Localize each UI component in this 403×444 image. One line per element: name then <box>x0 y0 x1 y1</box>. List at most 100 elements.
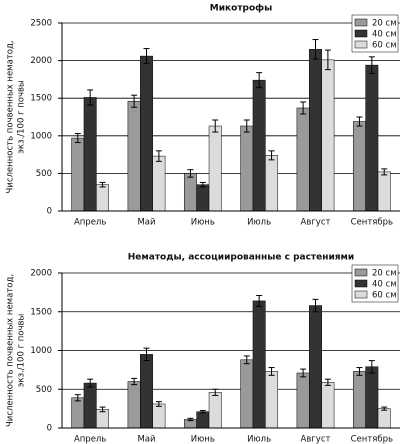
x-tick-label: Июль <box>247 435 271 444</box>
error-bar <box>155 401 162 407</box>
error-bar <box>268 150 275 161</box>
x-tick-label: Май <box>137 435 155 444</box>
bar <box>377 171 391 212</box>
bar <box>252 300 266 429</box>
x-tick-label: Июль <box>247 218 271 228</box>
bar <box>252 79 266 212</box>
bar <box>265 371 279 429</box>
error-bar <box>199 410 206 414</box>
y-tick-label: 1000 <box>30 346 52 356</box>
bar <box>71 397 85 429</box>
legend-swatch <box>354 40 368 49</box>
y-tick-label: 2000 <box>30 269 52 279</box>
x-tick-label: Май <box>137 218 155 228</box>
error-bar <box>212 388 219 396</box>
bar <box>296 107 310 212</box>
error-bar <box>324 378 331 386</box>
y-tick-label: 0 <box>47 424 52 434</box>
y-tick-label: 1500 <box>30 307 52 317</box>
error-bar <box>199 181 206 188</box>
bar <box>265 155 279 212</box>
bar <box>352 121 366 212</box>
bar <box>152 155 166 212</box>
legend-swatch <box>354 29 368 38</box>
legend-label: 40 см <box>372 280 397 290</box>
legend-swatch <box>354 268 368 277</box>
bar <box>152 403 166 429</box>
bar <box>352 371 366 429</box>
bar <box>365 64 379 212</box>
x-tick-label: Июнь <box>191 218 215 228</box>
error-bar <box>381 168 388 176</box>
bar <box>127 381 141 429</box>
x-tick-label: Сентябрь <box>351 435 393 444</box>
error-bar <box>143 48 150 65</box>
error-bar <box>87 378 94 388</box>
bar <box>83 97 97 212</box>
error-bar <box>74 133 81 144</box>
error-bar <box>268 367 275 376</box>
error-bar <box>381 406 388 411</box>
x-tick-label: Июнь <box>191 435 215 444</box>
bar <box>365 366 379 429</box>
bar <box>208 392 222 429</box>
chart-title: Микотрофы <box>210 4 272 14</box>
bar <box>321 382 335 429</box>
y-tick-label: 0 <box>47 207 52 217</box>
y-tick-label: 1000 <box>30 131 52 141</box>
error-bar <box>243 119 250 133</box>
error-bar <box>256 72 263 89</box>
legend-label: 20 см <box>372 269 397 279</box>
bar <box>309 49 322 212</box>
error-bar <box>368 56 375 74</box>
legend-label: 20 см <box>372 19 397 29</box>
x-tick-label: Август <box>301 218 331 228</box>
bar <box>127 100 141 212</box>
y-axis-label: Численность почвенных нематод, <box>6 274 16 427</box>
legend-label: 40 см <box>372 30 397 40</box>
legend-swatch <box>354 18 368 27</box>
y-axis-label: экз./100 г почвы <box>17 314 27 387</box>
bar <box>309 305 322 429</box>
bar <box>377 408 391 429</box>
error-bar <box>256 294 263 307</box>
error-bar <box>324 49 331 71</box>
bar <box>96 184 110 212</box>
error-bar <box>356 116 363 127</box>
error-bar <box>300 101 307 115</box>
y-tick-label: 2500 <box>30 19 52 29</box>
error-bar <box>99 406 106 413</box>
legend-label: 60 см <box>372 291 397 301</box>
error-bar <box>212 119 219 133</box>
y-tick-label: 1500 <box>30 94 52 104</box>
legend-swatch <box>354 279 368 288</box>
legend-label: 60 см <box>372 41 397 51</box>
bar <box>140 354 153 429</box>
y-axis-label: Численность почвенных нематод, <box>6 40 16 193</box>
error-bar <box>87 89 94 106</box>
chart-title: Нематоды, ассоциированные с растениями <box>128 253 354 263</box>
bar <box>240 125 254 212</box>
legend-swatch <box>354 290 368 299</box>
y-tick-label: 500 <box>36 169 52 179</box>
error-bar <box>300 368 307 378</box>
y-tick-label: 500 <box>36 385 52 395</box>
x-tick-label: Апрель <box>74 435 106 444</box>
error-bar <box>312 39 319 60</box>
y-axis-label: экз./100 г почвы <box>17 80 27 153</box>
error-bar <box>368 360 375 374</box>
x-tick-label: Апрель <box>74 218 106 228</box>
error-bar <box>131 94 138 108</box>
error-bar <box>143 347 150 362</box>
bar <box>83 382 97 429</box>
bar <box>321 59 335 212</box>
x-tick-label: Сентябрь <box>351 218 393 228</box>
error-bar <box>155 150 162 162</box>
error-bar <box>187 169 194 178</box>
bar <box>296 372 310 429</box>
error-bar <box>74 394 81 402</box>
error-bar <box>243 355 250 365</box>
error-bar <box>99 181 106 188</box>
bar <box>196 411 210 429</box>
